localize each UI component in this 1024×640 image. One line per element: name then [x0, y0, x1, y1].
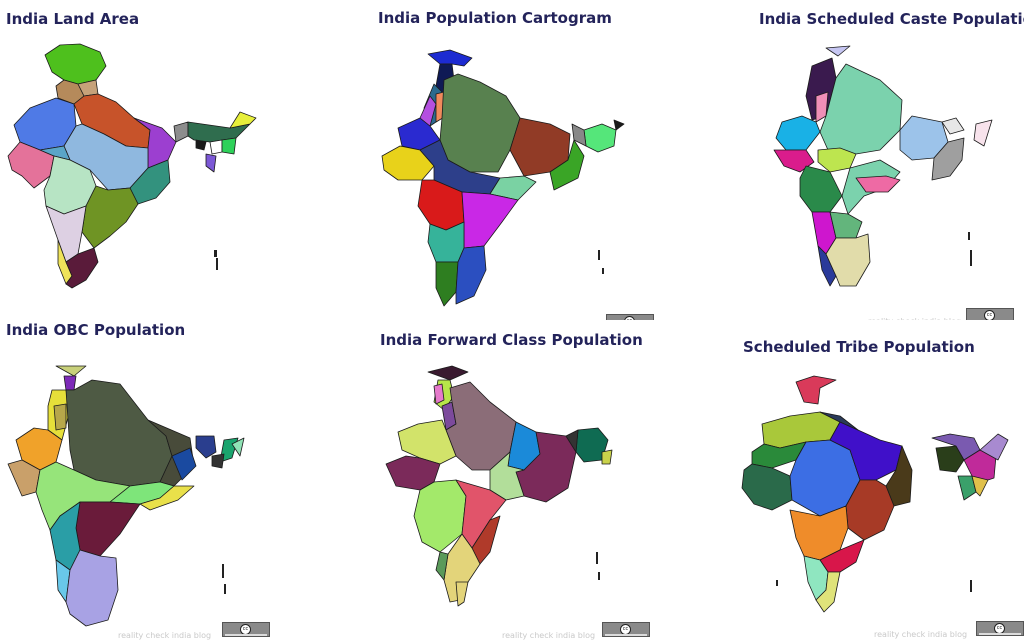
- india-land-area-map: [7, 43, 257, 289]
- cc-license-badge: cc: [976, 621, 1024, 636]
- blog-watermark: reality check india blog: [868, 317, 961, 320]
- panel-title: Scheduled Tribe Population: [743, 338, 975, 356]
- cc-license-badge: cc: [606, 314, 654, 320]
- map-panel-land-area: India Land Area: [0, 0, 340, 320]
- map-panel-scheduled-tribe: Scheduled Tribe Population reality check…: [680, 320, 1024, 640]
- panel-title: India Land Area: [6, 10, 140, 28]
- map-panel-population-cartogram: India Population Cartogram cc: [340, 0, 680, 320]
- india-scheduled-tribe-map: [741, 375, 1009, 613]
- india-forward-class-map: [385, 365, 613, 607]
- cc-license-badge: cc: [966, 308, 1014, 320]
- blog-watermark: reality check india blog: [118, 631, 212, 640]
- blog-watermark: reality check india blog: [502, 631, 596, 640]
- blog-watermark: reality check india blog: [874, 630, 968, 639]
- map-panel-scheduled-caste: India Scheduled Caste Population reality…: [680, 0, 1024, 320]
- map-panel-obc: India OBC Population reality check india…: [0, 320, 340, 640]
- cc-license-badge: cc: [602, 622, 650, 637]
- panel-title: India Scheduled Caste Population: [759, 10, 1024, 28]
- panel-title: India Forward Class Population: [380, 331, 643, 349]
- panel-title: India Population Cartogram: [378, 9, 612, 27]
- cc-license-badge: cc: [222, 622, 270, 637]
- panel-title: India OBC Population: [6, 321, 186, 339]
- india-obc-map: [7, 365, 245, 627]
- india-population-cartogram-map: [381, 49, 625, 307]
- india-scheduled-caste-map: [773, 45, 993, 287]
- map-panel-forward-class: India Forward Class Population reality c…: [340, 320, 680, 640]
